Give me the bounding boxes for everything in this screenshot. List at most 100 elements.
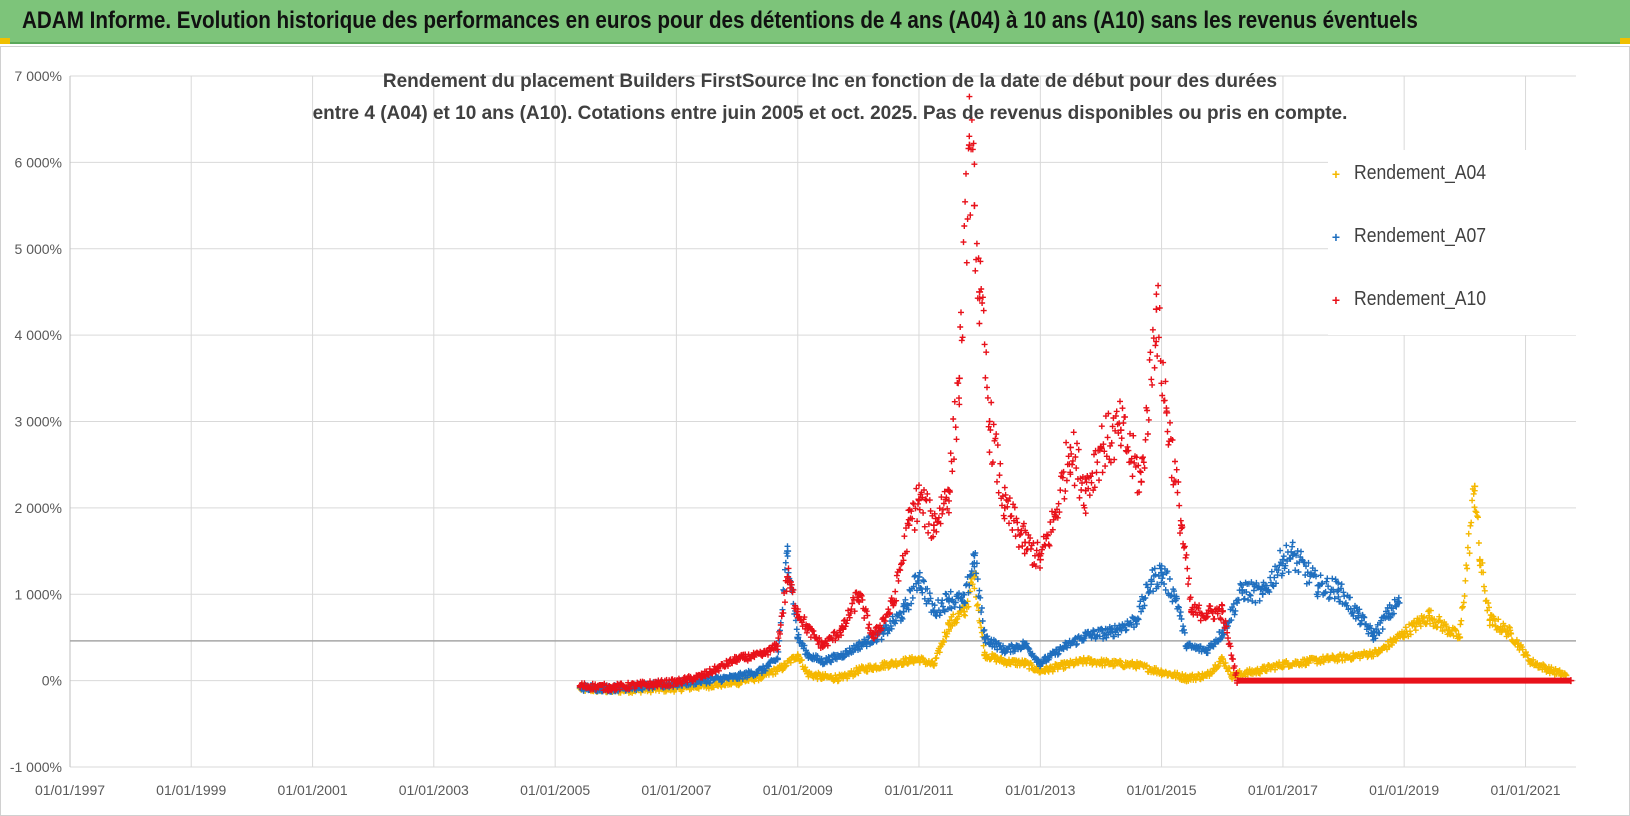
y-tick-label: 2 000% [15, 500, 62, 516]
data-point-Rendement_A10 [1177, 521, 1185, 529]
data-point-Rendement_A04 [970, 573, 978, 581]
data-point-Rendement_A10 [986, 418, 994, 425]
data-point-Rendement_A10 [869, 633, 877, 641]
report-banner: ADAM Informe. Evolution historique des p… [0, 0, 1630, 44]
data-point-Rendement_A07 [1314, 582, 1322, 590]
series-Rendement_A07 [576, 539, 1403, 695]
data-point-Rendement_A04 [1324, 655, 1332, 663]
x-tick-label: 01/01/2007 [641, 782, 711, 798]
data-point-Rendement_A10 [576, 682, 584, 690]
legend-marker-a10: + [1331, 291, 1341, 308]
x-tick-label: 01/01/1999 [156, 782, 226, 798]
x-tick-label: 01/01/2013 [1005, 782, 1075, 798]
data-point-Rendement_A04 [1425, 612, 1433, 620]
data-point-Rendement_A10 [1163, 409, 1171, 417]
data-point-Rendement_A07 [1370, 632, 1378, 640]
x-tick-label: 01/01/2019 [1369, 782, 1439, 798]
data-point-Rendement_A07 [1259, 590, 1267, 598]
data-point-Rendement_A04 [1547, 666, 1555, 674]
data-point-Rendement_A10 [970, 202, 978, 210]
legend-label-a07: Rendement_A07 [1353, 225, 1486, 248]
data-point-Rendement_A10 [733, 655, 741, 663]
data-point-Rendement_A10 [1233, 677, 1241, 685]
data-point-Rendement_A10 [1036, 556, 1044, 564]
data-point-Rendement_A07 [1158, 569, 1166, 577]
data-point-Rendement_A07 [970, 551, 978, 559]
data-point-Rendement_A04 [900, 658, 908, 666]
data-point-Rendement_A04 [930, 661, 938, 669]
data-point-Rendement_A07 [1147, 577, 1155, 585]
chart-title: Rendement du placement Builders FirstSou… [300, 66, 1360, 130]
chart-legend: + Rendement_A04 + Rendement_A07 + Rendem… [1328, 150, 1588, 335]
data-point-Rendement_A10 [697, 672, 705, 680]
data-point-Rendement_A07 [1183, 642, 1191, 650]
data-point-Rendement_A10 [774, 642, 782, 650]
data-point-Rendement_A10 [905, 521, 913, 529]
y-tick-label: 7 000% [15, 68, 62, 84]
data-point-Rendement_A04 [1183, 674, 1191, 682]
data-point-Rendement_A10 [1097, 443, 1105, 451]
data-point-Rendement_A07 [1289, 551, 1297, 559]
x-tick-label: 01/01/2017 [1248, 782, 1318, 798]
data-point-Rendement_A04 [804, 670, 812, 678]
data-point-Rendement_A07 [1061, 642, 1069, 650]
frame-handle[interactable] [1620, 38, 1630, 44]
data-point-Rendement_A04 [1527, 658, 1535, 666]
data-point-Rendement_A10 [607, 684, 615, 692]
data-point-Rendement_A07 [794, 633, 802, 641]
x-tick-label: 01/01/2009 [763, 782, 833, 798]
data-point-Rendement_A07 [981, 633, 989, 641]
data-point-Rendement_A07 [839, 651, 847, 659]
y-tick-label: 0% [42, 673, 62, 689]
data-point-Rendement_A10 [1051, 513, 1059, 521]
legend-item-a10: + Rendement_A10 [1328, 288, 1504, 318]
data-point-Rendement_A07 [945, 595, 953, 603]
data-point-Rendement_A10 [1021, 538, 1029, 546]
x-tick-label: 01/01/2011 [884, 782, 953, 798]
x-tick-label: 01/01/1997 [35, 782, 105, 798]
data-point-Rendement_A04 [1400, 629, 1408, 637]
data-point-Rendement_A07 [960, 599, 968, 607]
data-point-Rendement_A07 [1132, 616, 1140, 624]
x-tick-label: 01/01/2015 [1127, 782, 1197, 798]
data-point-Rendement_A04 [1107, 659, 1115, 667]
data-point-Rendement_A04 [915, 655, 923, 663]
data-point-Rendement_A10 [1152, 305, 1160, 313]
data-point-Rendement_A10 [1203, 609, 1211, 617]
data-point-Rendement_A10 [672, 678, 680, 686]
data-point-Rendement_A10 [804, 625, 812, 633]
data-point-Rendement_A07 [733, 673, 741, 681]
data-point-Rendement_A07 [804, 651, 812, 659]
data-point-Rendement_A04 [1304, 658, 1312, 666]
data-point-Rendement_A10 [758, 651, 766, 659]
data-point-Rendement_A07 [1334, 586, 1342, 594]
data-point-Rendement_A07 [1082, 632, 1090, 640]
data-point-Rendement_A07 [1021, 640, 1029, 648]
data-point-Rendement_A10 [794, 608, 802, 616]
data-point-Rendement_A04 [1279, 660, 1287, 668]
data-point-Rendement_A10 [890, 599, 898, 607]
y-tick-label: 5 000% [15, 241, 62, 257]
data-point-Rendement_A07 [774, 655, 782, 663]
legend-item-a04: + Rendement_A04 [1328, 162, 1504, 192]
x-tick-label: 01/01/2021 [1490, 782, 1560, 798]
data-point-Rendement_A07 [1203, 646, 1211, 654]
data-point-Rendement_A04 [794, 651, 802, 659]
frame-handle[interactable] [0, 38, 10, 44]
data-point-Rendement_A04 [1061, 661, 1069, 669]
data-point-Rendement_A07 [784, 547, 792, 555]
data-point-Rendement_A10 [1117, 426, 1125, 434]
legend-label-a04: Rendement_A04 [1353, 162, 1486, 185]
data-point-Rendement_A04 [1254, 667, 1262, 675]
data-point-Rendement_A10 [965, 141, 973, 149]
data-point-Rendement_A07 [900, 608, 908, 616]
y-tick-label: 1 000% [15, 586, 62, 602]
data-point-Rendement_A04 [1375, 648, 1383, 656]
data-point-Rendement_A10 [1567, 677, 1575, 685]
data-point-Rendement_A04 [1218, 655, 1226, 663]
data-point-Rendement_A04 [981, 651, 989, 659]
data-point-Rendement_A07 [854, 642, 862, 650]
data-point-Rendement_A10 [915, 495, 923, 503]
legend-marker-a07: + [1331, 228, 1341, 245]
